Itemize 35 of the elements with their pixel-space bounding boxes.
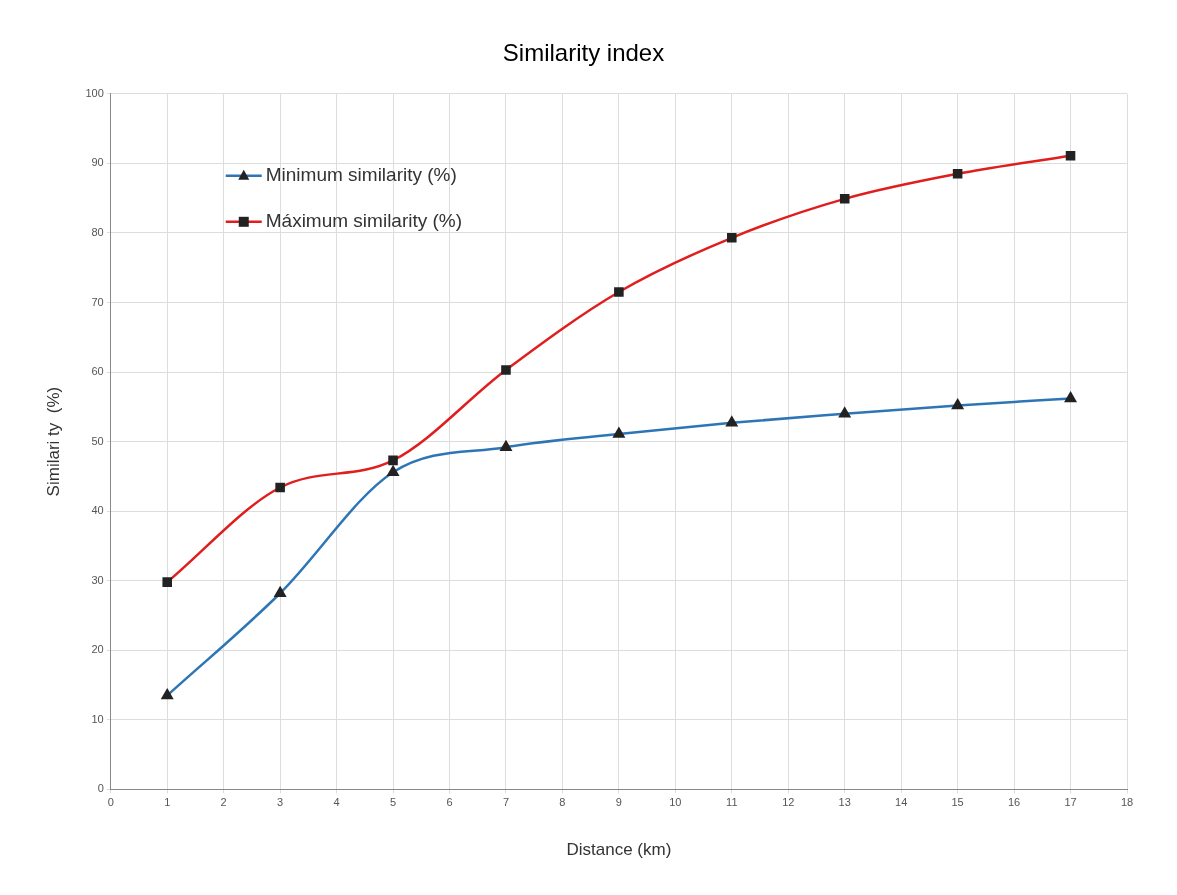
x-axis-title: Distance (km) (566, 840, 672, 860)
x-tick-label: 5 (389, 796, 397, 809)
x-tick-label: 0 (107, 796, 114, 809)
y-tick-label: 50 (91, 434, 104, 447)
x-tick-label: 4 (333, 796, 340, 809)
x-tick-label: 15 (951, 796, 964, 809)
y-tick-label: 0 (97, 782, 104, 795)
y-tick-label: 40 (91, 504, 104, 517)
x-tick-label: 13 (838, 796, 851, 809)
x-tick-label: 8 (559, 796, 566, 809)
x-tick-label: 3 (277, 796, 284, 809)
x-tick-label: 6 (446, 796, 453, 809)
x-tick-label: 10 (669, 796, 682, 809)
y-tick-label: 60 (91, 365, 104, 378)
y-tick-label: 90 (91, 156, 104, 169)
y-tick-label: 70 (91, 295, 104, 308)
y-tick-label: 10 (91, 712, 104, 725)
y-tick-label: 30 (91, 573, 104, 586)
x-tick-label: 9 (615, 796, 622, 809)
y-tick-label: 80 (91, 225, 104, 238)
x-tick-label: 17 (1064, 796, 1077, 809)
y-tick-label: 20 (91, 643, 104, 656)
x-tick-label: 7 (502, 796, 510, 809)
x-tick-label: 11 (726, 796, 738, 809)
x-tick-label: 18 (1120, 796, 1134, 809)
x-tick-label: 2 (220, 796, 227, 809)
x-tick-label: 14 (895, 796, 908, 809)
chart-title: Similarity index (502, 39, 665, 67)
x-tick-label: 12 (782, 796, 795, 809)
x-tick-label: 16 (1007, 796, 1021, 809)
legend-label: Máximum similarity (%) (265, 210, 463, 232)
y-tick-label: 100 (85, 86, 104, 99)
x-tick-label: 1 (164, 796, 171, 809)
y-axis-title: Similari ty (%) (43, 386, 63, 497)
legend-label: Minimum similarity (%) (265, 164, 457, 186)
